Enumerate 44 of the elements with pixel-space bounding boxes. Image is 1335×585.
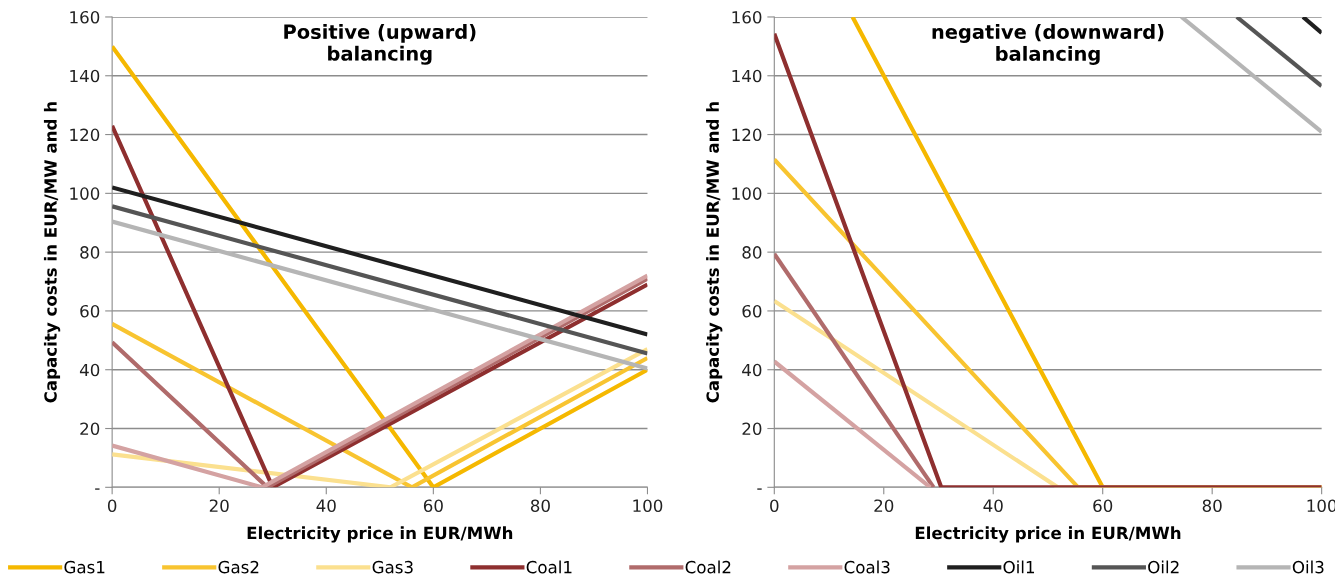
y-tick-label: - <box>757 488 762 490</box>
x-axis-title: Electricity price in EUR/MWh <box>247 526 513 543</box>
x-tick-label: 60 <box>423 499 443 513</box>
y-tick-label: 120 <box>732 128 762 142</box>
y-tick-label: 120 <box>70 128 100 142</box>
legend-label: Gas2 <box>218 560 259 574</box>
x-tick-label: 20 <box>874 499 894 513</box>
legend-label: Gas3 <box>372 560 413 574</box>
y-tick-label: 160 <box>70 10 100 24</box>
text: negative (downward) balancing <box>932 24 1164 65</box>
legend-label: Oil3 <box>1292 560 1324 574</box>
y-tick-label: 140 <box>732 69 762 83</box>
x-tick-label: 60 <box>1093 499 1113 513</box>
legend-label: Coal1 <box>526 560 572 574</box>
y-tick-label: 20 <box>742 422 762 436</box>
text: Positive (upward) balancing <box>284 24 476 65</box>
legend-label: Oil1 <box>1003 560 1035 574</box>
y-tick-label: 40 <box>79 363 100 377</box>
y-tick-label: 100 <box>70 187 100 200</box>
y-tick-label: 140 <box>70 69 100 83</box>
legend-label: Coal3 <box>844 560 890 574</box>
y-tick-label: - <box>95 488 100 490</box>
y-axis-title: Capacity costs in EUR/MW and h <box>43 102 61 403</box>
legend-label: Coal2 <box>685 560 731 574</box>
y-tick-label: 100 <box>732 187 762 200</box>
y-tick-label: 80 <box>80 246 100 259</box>
x-tick-label: 100 <box>633 499 663 513</box>
y-tick-label: 80 <box>742 246 762 259</box>
x-axis-title: Electricity price in EUR/MWh <box>915 526 1181 543</box>
legend-label: Oil2 <box>1148 560 1179 574</box>
legend-label: Gas1 <box>64 560 105 574</box>
x-tick-label: 20 <box>209 499 229 513</box>
x-tick-label: 80 <box>1202 499 1222 513</box>
x-tick-label: 80 <box>530 499 550 513</box>
x-tick-label: 40 <box>316 499 336 513</box>
y-axis-title: Capacity costs in EUR/MW and h <box>706 102 723 403</box>
y-tick-label: 60 <box>742 304 762 318</box>
x-tick-label: 0 <box>107 499 117 513</box>
y-tick-label: 40 <box>742 363 762 377</box>
y-tick-label: 60 <box>80 304 100 318</box>
y-tick-label: 160 <box>732 10 762 24</box>
y-tick-label: 20 <box>80 422 100 436</box>
x-tick-label: 0 <box>770 499 779 513</box>
x-tick-label: 40 <box>983 499 1003 513</box>
